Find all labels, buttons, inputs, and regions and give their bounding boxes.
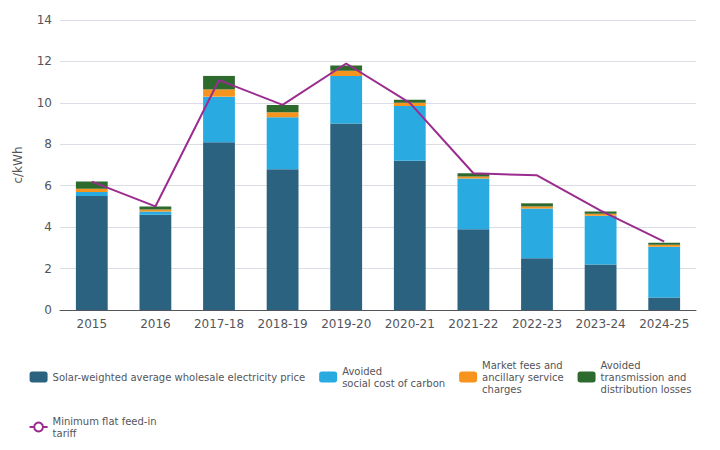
svg-text:Solar-weighted average wholesa: Solar-weighted average wholesale electri…	[53, 372, 306, 383]
svg-text:6: 6	[44, 179, 52, 193]
svg-text:2017-18: 2017-18	[194, 317, 244, 331]
svg-text:2021-22: 2021-22	[448, 317, 498, 331]
svg-text:2024-25: 2024-25	[639, 317, 689, 331]
svg-text:10: 10	[37, 96, 52, 110]
svg-text:social cost of carbon: social cost of carbon	[342, 378, 445, 389]
svg-text:2: 2	[44, 262, 52, 276]
svg-text:ancillary service: ancillary service	[482, 372, 563, 383]
svg-text:12: 12	[37, 54, 52, 68]
svg-text:2023-24: 2023-24	[576, 317, 626, 331]
svg-text:2018-19: 2018-19	[258, 317, 308, 331]
svg-text:8: 8	[44, 137, 52, 151]
svg-text:2016: 2016	[140, 317, 171, 331]
svg-text:Minimum flat feed-in: Minimum flat feed-in	[53, 416, 157, 427]
svg-text:c/kWh: c/kWh	[11, 146, 25, 183]
svg-text:transmission and: transmission and	[601, 372, 687, 383]
svg-text:14: 14	[37, 13, 52, 27]
svg-text:tariff: tariff	[53, 428, 78, 439]
svg-text:2020-21: 2020-21	[385, 317, 435, 331]
svg-text:2022-23: 2022-23	[512, 317, 562, 331]
svg-text:Avoided: Avoided	[601, 360, 641, 371]
svg-text:Market fees and: Market fees and	[482, 360, 563, 371]
svg-text:2015: 2015	[77, 317, 108, 331]
svg-text:distribution losses: distribution losses	[601, 384, 692, 395]
svg-text:charges: charges	[482, 384, 522, 395]
svg-text:0: 0	[44, 303, 52, 317]
svg-text:2019-20: 2019-20	[321, 317, 371, 331]
svg-text:Avoided: Avoided	[342, 366, 382, 377]
svg-text:4: 4	[44, 220, 52, 234]
